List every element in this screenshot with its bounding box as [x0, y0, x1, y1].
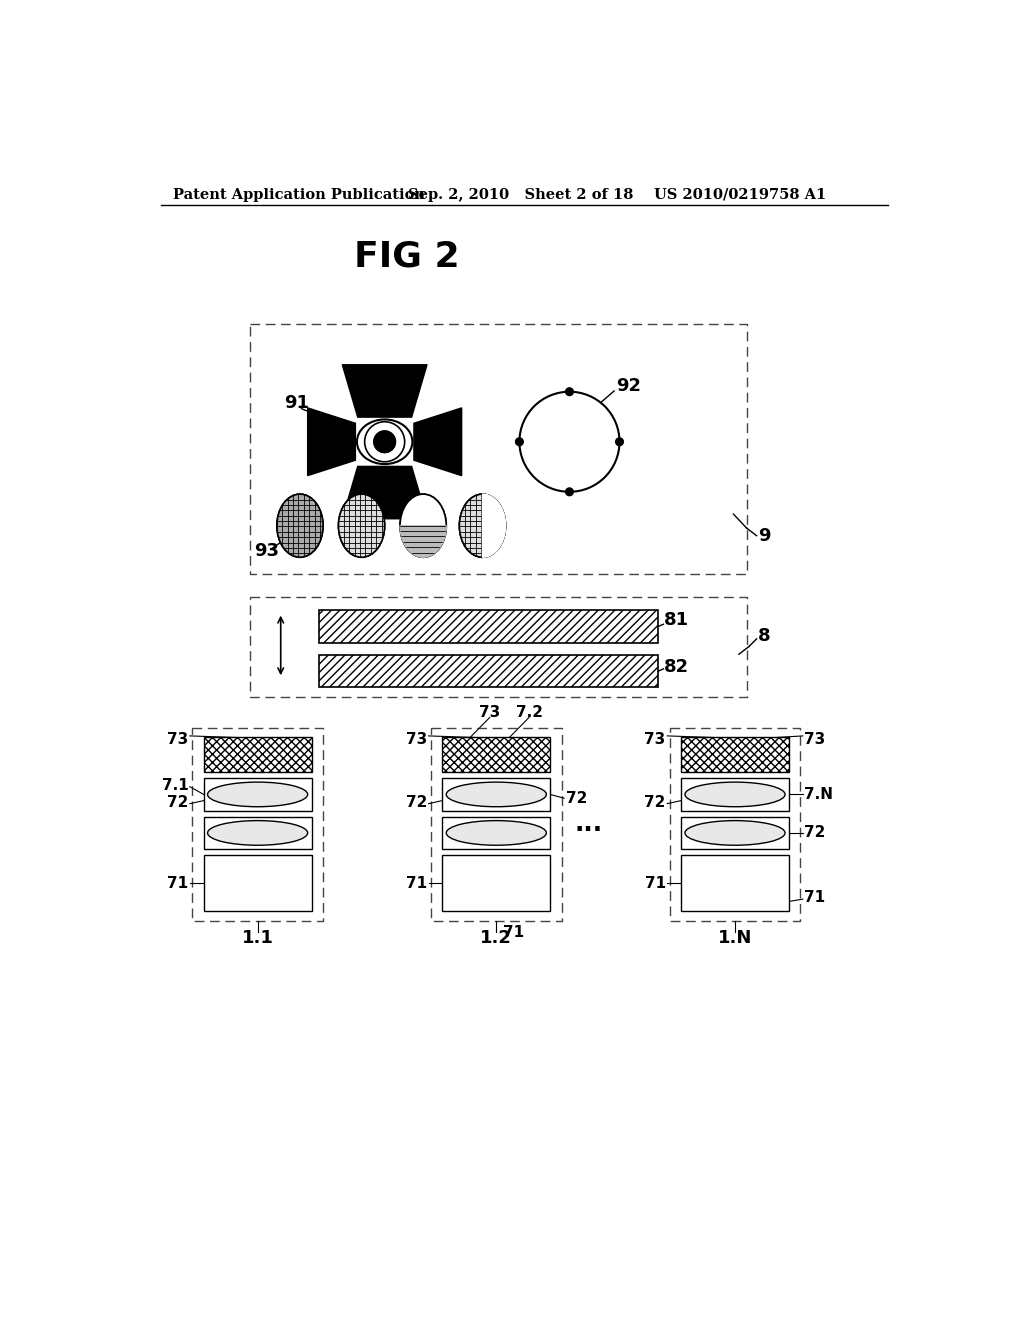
Text: 71: 71	[167, 876, 188, 891]
Bar	[204, 855, 311, 911]
Bar	[204, 738, 311, 772]
Text: 71: 71	[644, 876, 666, 891]
Bar	[681, 779, 788, 810]
Ellipse shape	[446, 781, 547, 807]
Ellipse shape	[460, 494, 506, 557]
Text: 81: 81	[665, 611, 689, 630]
Ellipse shape	[685, 821, 785, 845]
Ellipse shape	[276, 494, 323, 557]
Text: 71: 71	[503, 924, 524, 940]
Bar	[204, 817, 311, 849]
Bar	[442, 817, 550, 849]
Text: 7.1: 7.1	[162, 777, 188, 793]
Text: 93: 93	[254, 543, 279, 560]
Bar	[681, 817, 788, 849]
Polygon shape	[342, 364, 427, 417]
Bar	[442, 855, 550, 911]
Text: 1.2: 1.2	[480, 929, 512, 946]
Bar	[442, 738, 550, 772]
Ellipse shape	[208, 781, 307, 807]
Circle shape	[519, 392, 620, 492]
Circle shape	[615, 438, 624, 446]
Ellipse shape	[208, 821, 307, 845]
Circle shape	[365, 422, 404, 462]
Text: 72: 72	[804, 825, 825, 841]
Text: 72: 72	[644, 795, 666, 809]
Text: US 2010/0219758 A1: US 2010/0219758 A1	[654, 187, 826, 202]
Ellipse shape	[276, 494, 323, 557]
Circle shape	[565, 488, 573, 496]
Ellipse shape	[400, 494, 446, 557]
Text: 73: 73	[804, 733, 825, 747]
Circle shape	[374, 430, 395, 453]
Text: 7.2: 7.2	[515, 705, 543, 721]
Text: Patent Application Publication: Patent Application Publication	[173, 187, 425, 202]
Ellipse shape	[357, 420, 413, 465]
Text: 73: 73	[406, 733, 427, 747]
Text: 72: 72	[167, 795, 188, 809]
Text: Sep. 2, 2010   Sheet 2 of 18: Sep. 2, 2010 Sheet 2 of 18	[408, 187, 633, 202]
Polygon shape	[482, 494, 506, 557]
Text: 1.1: 1.1	[242, 929, 273, 946]
Text: 92: 92	[615, 376, 641, 395]
Polygon shape	[400, 525, 446, 557]
Circle shape	[515, 438, 523, 446]
Text: 72: 72	[406, 795, 427, 809]
Circle shape	[374, 430, 395, 453]
Bar	[681, 738, 788, 772]
Ellipse shape	[446, 821, 547, 845]
Ellipse shape	[685, 781, 785, 807]
Text: 73: 73	[644, 733, 666, 747]
Ellipse shape	[460, 494, 506, 557]
Text: 71: 71	[804, 890, 825, 906]
Text: 7.N: 7.N	[804, 787, 834, 803]
Bar	[204, 779, 311, 810]
Polygon shape	[414, 408, 462, 475]
Text: 73: 73	[479, 705, 501, 721]
Ellipse shape	[339, 494, 385, 557]
Ellipse shape	[339, 494, 385, 557]
Bar	[442, 779, 550, 810]
Text: ...: ...	[574, 812, 603, 837]
Polygon shape	[307, 408, 355, 475]
Bar	[319, 655, 658, 688]
Text: 91: 91	[285, 395, 309, 412]
Bar	[681, 855, 788, 911]
Circle shape	[565, 388, 573, 396]
Text: FIG 2: FIG 2	[354, 239, 460, 273]
Text: 1.N: 1.N	[718, 929, 753, 946]
Text: 82: 82	[665, 657, 689, 676]
Text: 9: 9	[758, 527, 771, 545]
Text: 8: 8	[758, 627, 771, 644]
Text: 71: 71	[406, 876, 427, 891]
Text: 72: 72	[565, 791, 587, 805]
Ellipse shape	[400, 494, 446, 557]
Polygon shape	[342, 466, 427, 519]
Bar	[319, 610, 658, 643]
Text: 73: 73	[167, 733, 188, 747]
